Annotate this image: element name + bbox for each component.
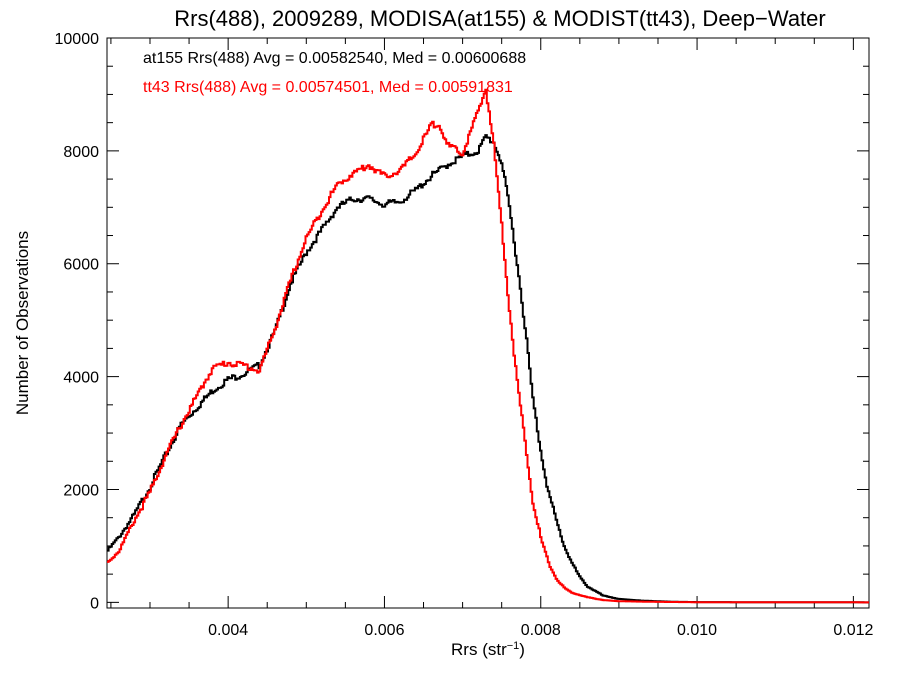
annotation-1: tt43 Rrs(488) Avg = 0.00574501, Med = 0.…: [143, 79, 513, 96]
series-layer: [107, 88, 869, 604]
y-tick-label: 4000: [63, 370, 99, 387]
x-axis-tick-labels: 0.004 0.006 0.008 0.010 0.012: [208, 622, 873, 639]
plot-area: [106, 37, 870, 609]
annotations: at155 Rrs(488) Avg = 0.00582540, Med = 0…: [143, 50, 526, 96]
x-axis-label: Rrs (str−1): [451, 640, 525, 659]
y-tick-label: 10000: [55, 31, 100, 48]
annotation-0: at155 Rrs(488) Avg = 0.00582540, Med = 0…: [143, 50, 526, 67]
x-tick-label: 0.006: [364, 622, 404, 639]
y-tick-label: 0: [90, 595, 99, 612]
y-axis-label: Number of Observations: [13, 231, 32, 415]
x-tick-label: 0.012: [833, 622, 873, 639]
chart-title: Rrs(488), 2009289, MODISA(at155) & MODIS…: [174, 6, 825, 31]
axis-ticks: [107, 37, 869, 608]
x-tick-label: 0.010: [677, 622, 717, 639]
y-tick-label: 8000: [63, 144, 99, 161]
series-line-1: [107, 88, 869, 604]
y-tick-label: 2000: [63, 482, 99, 499]
y-tick-label: 6000: [63, 257, 99, 274]
series-line-0: [107, 134, 869, 604]
x-tick-label: 0.004: [208, 622, 248, 639]
y-axis-tick-labels: 0 2000 4000 6000 8000 10000: [55, 31, 100, 612]
x-tick-label: 0.008: [521, 622, 561, 639]
